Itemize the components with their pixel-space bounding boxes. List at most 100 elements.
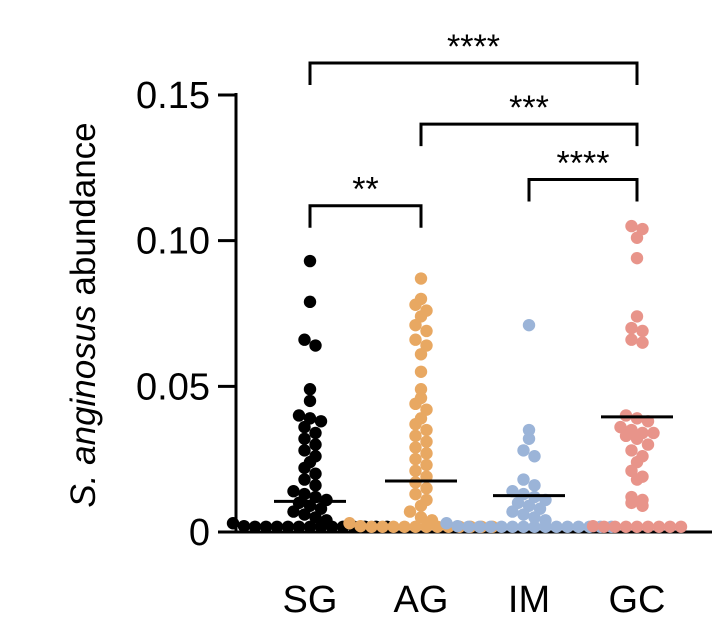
- y-tick-label: 0.05: [136, 366, 210, 408]
- data-point-ag: [409, 418, 422, 431]
- axes: 0 0.05 0.10 0.15 SG AG IM GC: [136, 75, 712, 621]
- data-point-gc: [636, 336, 649, 349]
- data-point-sg: [298, 473, 311, 486]
- data-point-gc: [619, 429, 633, 443]
- y-tick-label: 0.15: [136, 75, 210, 117]
- data-point-sg: [303, 254, 317, 268]
- x-tick-label-ag: AG: [394, 579, 449, 621]
- data-point-ag: [414, 383, 428, 396]
- data-point-im: [522, 432, 536, 445]
- data-point-sg: [270, 520, 284, 533]
- data-point-ag: [414, 511, 428, 524]
- data-point-sg: [298, 420, 311, 434]
- data-point-gc: [625, 496, 638, 510]
- data-point-im: [484, 520, 497, 533]
- y-axis-label-text: abundance: [64, 122, 103, 305]
- data-point-ag: [343, 517, 356, 530]
- data-point-gc: [641, 438, 655, 451]
- data-point-sg: [325, 520, 339, 533]
- data-point-im: [522, 423, 536, 437]
- data-point-sg: [292, 409, 306, 422]
- data-point-ag: [403, 505, 417, 518]
- data-point-sg: [303, 394, 317, 408]
- data-point-gc: [608, 520, 622, 533]
- data-point-sg: [303, 295, 317, 309]
- data-point-gc: [641, 520, 655, 533]
- data-point-ag: [365, 520, 378, 533]
- data-point-im: [473, 520, 486, 533]
- data-point-ag: [420, 520, 433, 533]
- data-point-sg: [314, 520, 328, 533]
- data-point-im: [517, 508, 530, 521]
- data-point-ag: [409, 452, 422, 466]
- y-tick-label: 0.10: [136, 221, 210, 263]
- data-point-sg: [248, 520, 262, 533]
- data-point-ag: [414, 272, 428, 285]
- data-point-gc: [663, 520, 677, 533]
- data-point-im: [517, 473, 530, 486]
- data-point-sg: [303, 383, 317, 396]
- data-point-gc: [630, 473, 644, 486]
- data-point-ag: [409, 333, 422, 346]
- data-point-ag: [409, 464, 422, 478]
- data-point-sg: [298, 444, 311, 457]
- data-point-gc: [625, 219, 638, 233]
- data-point-ag: [414, 348, 428, 361]
- data-point-ag: [409, 520, 422, 533]
- data-points: [226, 219, 688, 533]
- bracket-ag-gc: [419, 122, 639, 147]
- data-point-gc: [630, 231, 644, 244]
- data-point-sg: [281, 520, 295, 533]
- data-point-im: [550, 520, 563, 533]
- data-point-gc: [586, 519, 600, 533]
- data-point-sg: [237, 519, 251, 533]
- data-point-gc: [625, 333, 638, 346]
- data-point-sg: [298, 333, 311, 346]
- bracket-sg-gc: [308, 61, 639, 85]
- data-point-ag: [414, 365, 428, 378]
- bracket-sg-ag: [308, 204, 423, 228]
- data-point-ag: [354, 519, 367, 533]
- data-point-im: [528, 520, 541, 533]
- data-point-ag: [409, 441, 422, 454]
- data-point-gc: [647, 426, 660, 440]
- data-point-im: [539, 520, 552, 533]
- x-tick-label-gc: GC: [609, 579, 666, 621]
- data-point-sg: [309, 438, 322, 451]
- data-point-gc: [652, 520, 666, 533]
- significance-label: ***: [509, 89, 549, 127]
- y-axis-label: S. anginosus abundance: [64, 122, 103, 507]
- data-point-sg: [303, 520, 317, 533]
- data-point-sg: [226, 517, 240, 530]
- data-point-gc: [630, 251, 644, 265]
- data-point-im: [528, 479, 541, 492]
- data-point-ag: [420, 435, 433, 448]
- data-point-gc: [625, 444, 638, 457]
- data-point-sg: [298, 432, 311, 445]
- data-point-sg: [309, 467, 322, 480]
- data-point-im: [572, 520, 585, 533]
- significance-label: **: [352, 171, 378, 209]
- data-point-im: [506, 520, 519, 533]
- data-point-ag: [420, 458, 433, 472]
- significance-label: ****: [557, 144, 610, 182]
- data-point-ag: [409, 397, 422, 411]
- data-point-ag: [409, 487, 422, 501]
- data-point-im: [495, 520, 508, 533]
- data-point-sg: [259, 520, 273, 533]
- data-point-gc: [597, 520, 611, 533]
- data-point-sg: [292, 520, 306, 533]
- data-point-gc: [636, 324, 649, 338]
- data-point-sg: [309, 511, 322, 524]
- data-point-gc: [619, 520, 633, 533]
- y-tick-label: 0: [189, 512, 210, 554]
- data-point-ag: [409, 318, 422, 332]
- data-point-gc: [625, 321, 638, 335]
- data-point-ag: [398, 520, 411, 533]
- significance-brackets: *************: [308, 28, 639, 228]
- data-point-im: [561, 520, 574, 533]
- data-point-sg: [287, 505, 300, 518]
- bracket-im-gc: [527, 177, 639, 202]
- data-point-sg: [298, 508, 311, 521]
